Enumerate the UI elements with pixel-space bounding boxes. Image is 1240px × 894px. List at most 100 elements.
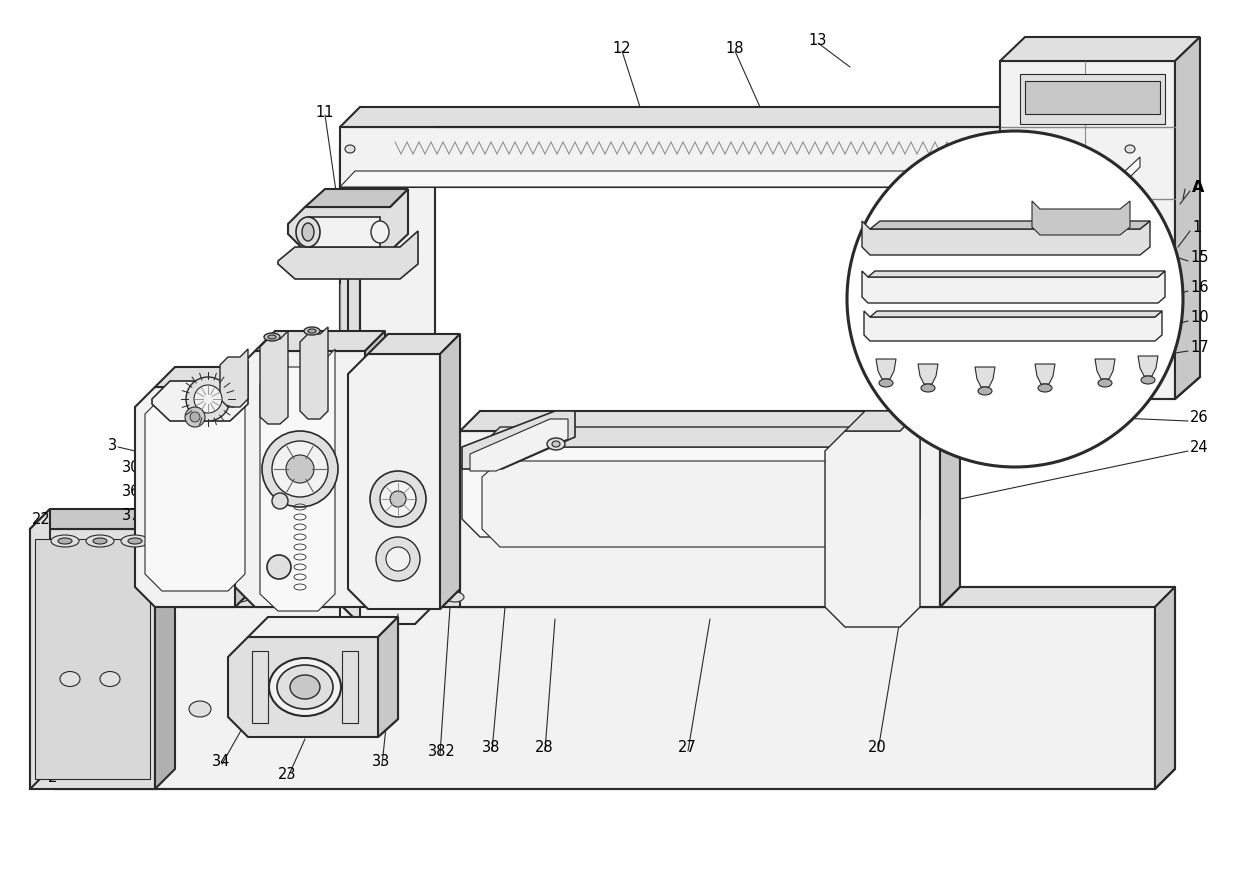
Text: 20: 20 bbox=[868, 739, 887, 755]
Circle shape bbox=[272, 442, 329, 497]
Polygon shape bbox=[870, 222, 1149, 230]
Text: 31: 31 bbox=[222, 372, 241, 387]
Polygon shape bbox=[1154, 587, 1176, 789]
Ellipse shape bbox=[264, 333, 280, 342]
Polygon shape bbox=[1095, 359, 1115, 380]
Text: 28: 28 bbox=[534, 739, 553, 755]
Circle shape bbox=[272, 493, 288, 510]
Polygon shape bbox=[260, 332, 288, 425]
Circle shape bbox=[262, 432, 339, 508]
Text: 1: 1 bbox=[1192, 220, 1202, 235]
Text: 16: 16 bbox=[1190, 280, 1209, 295]
Polygon shape bbox=[255, 332, 384, 351]
Text: 38: 38 bbox=[482, 739, 501, 755]
Polygon shape bbox=[1021, 75, 1166, 125]
Polygon shape bbox=[1035, 365, 1055, 384]
Polygon shape bbox=[378, 618, 398, 738]
Ellipse shape bbox=[58, 538, 72, 544]
Ellipse shape bbox=[301, 593, 319, 603]
Text: 37: 37 bbox=[122, 507, 140, 522]
Text: A: A bbox=[1192, 181, 1204, 195]
Text: 15: 15 bbox=[1190, 250, 1209, 266]
Polygon shape bbox=[219, 350, 248, 408]
Polygon shape bbox=[975, 367, 994, 388]
Polygon shape bbox=[300, 327, 329, 419]
Circle shape bbox=[847, 131, 1183, 468]
Text: 10: 10 bbox=[1190, 310, 1209, 325]
Ellipse shape bbox=[188, 701, 211, 717]
Ellipse shape bbox=[60, 671, 81, 687]
Polygon shape bbox=[30, 510, 50, 789]
Polygon shape bbox=[480, 427, 920, 448]
Ellipse shape bbox=[304, 327, 320, 335]
Polygon shape bbox=[305, 190, 408, 207]
Polygon shape bbox=[35, 539, 150, 780]
Text: 386: 386 bbox=[258, 347, 285, 362]
Text: 13: 13 bbox=[808, 32, 826, 47]
Text: 34: 34 bbox=[212, 754, 231, 769]
Ellipse shape bbox=[879, 380, 893, 388]
Ellipse shape bbox=[552, 442, 560, 448]
Ellipse shape bbox=[231, 593, 249, 603]
Ellipse shape bbox=[345, 146, 355, 154]
Ellipse shape bbox=[93, 538, 107, 544]
Polygon shape bbox=[844, 411, 920, 432]
Text: 22: 22 bbox=[32, 512, 51, 527]
Polygon shape bbox=[30, 510, 175, 529]
Text: 11: 11 bbox=[315, 105, 334, 120]
Polygon shape bbox=[470, 419, 568, 471]
Ellipse shape bbox=[277, 665, 334, 709]
Circle shape bbox=[286, 455, 314, 484]
Circle shape bbox=[391, 492, 405, 508]
Polygon shape bbox=[864, 312, 1162, 342]
Polygon shape bbox=[825, 411, 920, 628]
Ellipse shape bbox=[122, 536, 149, 547]
Text: 27: 27 bbox=[678, 739, 697, 755]
Polygon shape bbox=[1138, 357, 1158, 376]
Circle shape bbox=[376, 537, 420, 581]
Ellipse shape bbox=[269, 658, 341, 716]
Polygon shape bbox=[260, 350, 335, 611]
Polygon shape bbox=[55, 587, 1176, 607]
Circle shape bbox=[185, 408, 205, 427]
Polygon shape bbox=[460, 432, 940, 607]
Polygon shape bbox=[145, 380, 246, 591]
Polygon shape bbox=[463, 411, 575, 469]
Text: 33: 33 bbox=[372, 754, 391, 769]
Polygon shape bbox=[918, 365, 937, 384]
Circle shape bbox=[186, 377, 229, 422]
Ellipse shape bbox=[269, 701, 291, 717]
Ellipse shape bbox=[290, 675, 320, 699]
Text: 3: 3 bbox=[108, 437, 117, 452]
Polygon shape bbox=[342, 651, 358, 723]
Ellipse shape bbox=[100, 671, 120, 687]
Polygon shape bbox=[155, 367, 255, 388]
Polygon shape bbox=[153, 361, 248, 422]
Text: 26: 26 bbox=[1190, 410, 1209, 425]
Text: 24: 24 bbox=[1190, 440, 1209, 455]
Polygon shape bbox=[482, 444, 888, 547]
Polygon shape bbox=[1025, 82, 1159, 114]
Text: 35: 35 bbox=[153, 407, 170, 422]
Polygon shape bbox=[368, 334, 460, 355]
Polygon shape bbox=[868, 272, 1166, 278]
Text: 23: 23 bbox=[278, 767, 296, 781]
Polygon shape bbox=[30, 529, 155, 789]
Ellipse shape bbox=[86, 536, 114, 547]
Circle shape bbox=[193, 385, 222, 414]
Polygon shape bbox=[340, 158, 1140, 188]
Polygon shape bbox=[340, 108, 435, 148]
Polygon shape bbox=[348, 334, 460, 610]
Ellipse shape bbox=[303, 224, 314, 241]
Text: 32: 32 bbox=[170, 374, 188, 389]
Ellipse shape bbox=[921, 384, 935, 392]
Text: 36: 36 bbox=[122, 484, 140, 499]
Text: 17: 17 bbox=[1190, 340, 1209, 355]
Circle shape bbox=[267, 555, 291, 579]
Ellipse shape bbox=[547, 439, 565, 451]
Ellipse shape bbox=[1038, 384, 1052, 392]
Polygon shape bbox=[999, 62, 1176, 400]
Polygon shape bbox=[308, 218, 379, 248]
Polygon shape bbox=[288, 190, 408, 252]
Polygon shape bbox=[340, 128, 360, 624]
